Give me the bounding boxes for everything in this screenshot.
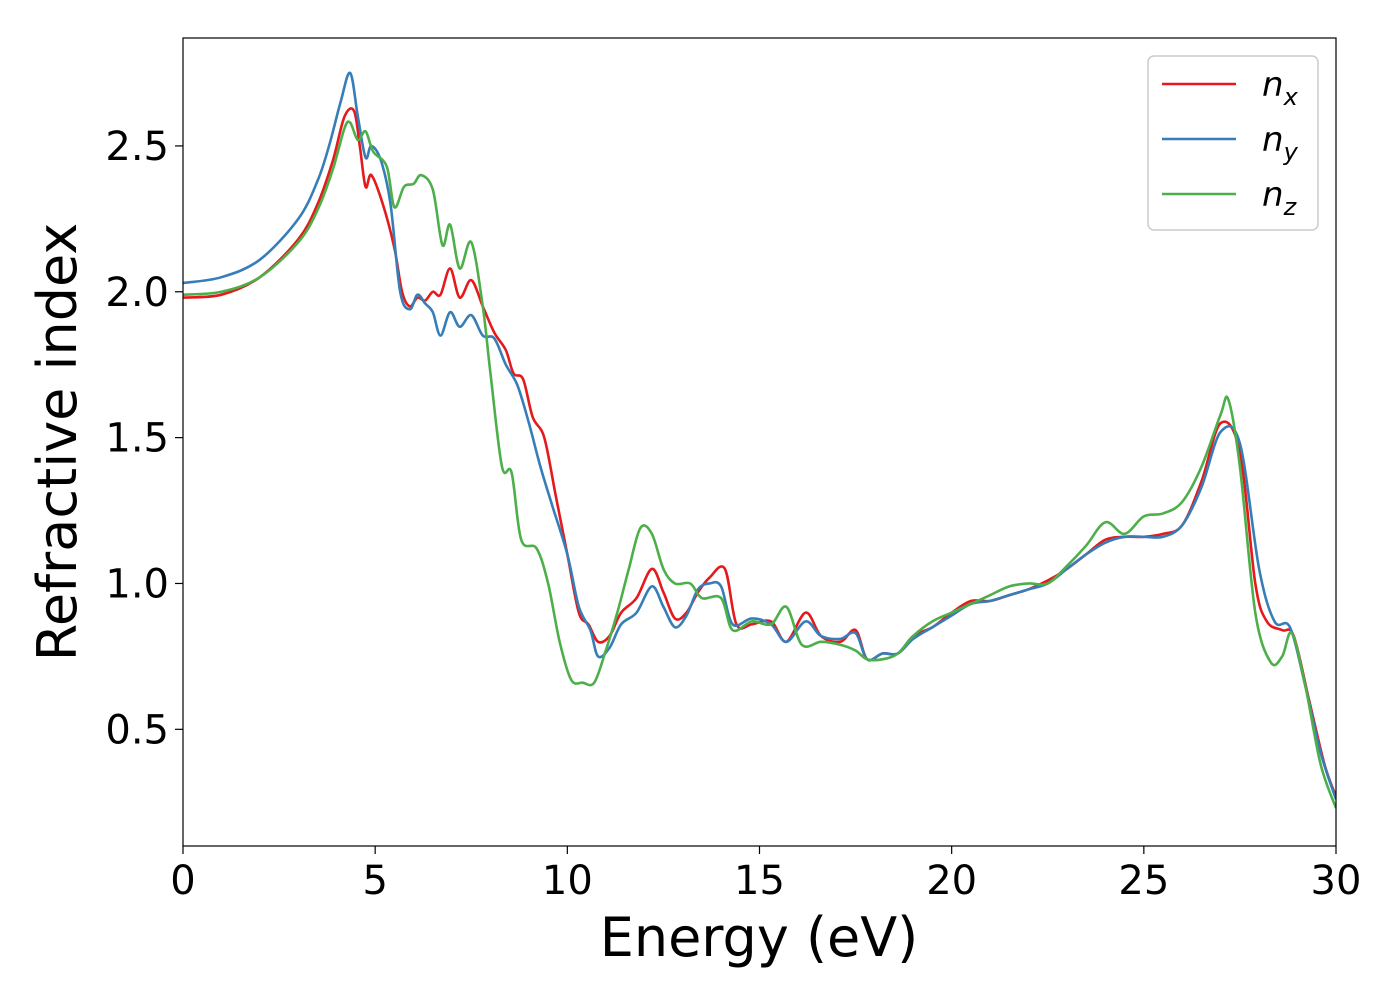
plot-area xyxy=(182,37,1337,847)
y-axis-label: Refractive index xyxy=(26,223,89,662)
legend-label-ny: ny xyxy=(1262,120,1299,166)
y-axis: 0.5 1.0 1.5 2.0 2.5 xyxy=(105,124,183,753)
legend-label-base: n xyxy=(1262,175,1284,215)
legend-label-nz: nz xyxy=(1262,175,1298,221)
y-tick-label: 2.5 xyxy=(105,124,169,170)
x-tick-label: 30 xyxy=(1311,858,1362,904)
x-tick-label: 10 xyxy=(542,858,593,904)
legend-label-base: n xyxy=(1262,120,1284,160)
x-tick-label: 15 xyxy=(734,858,785,904)
x-tick-label: 20 xyxy=(926,858,977,904)
y-tick-label: 2.0 xyxy=(105,270,169,316)
series-line-nz xyxy=(183,120,1336,809)
x-tick-label: 0 xyxy=(170,858,195,904)
legend-label-subscript: x xyxy=(1283,83,1299,111)
y-tick-label: 1.0 xyxy=(105,561,169,607)
x-axis-label: Energy (eV) xyxy=(600,906,919,969)
legend-label-nx: nx xyxy=(1262,65,1299,111)
legend-label-subscript: z xyxy=(1283,193,1298,221)
series-line-ny xyxy=(183,71,1336,800)
x-axis: 0 5 10 15 20 25 30 xyxy=(170,846,1361,904)
legend-label-subscript: y xyxy=(1283,138,1299,166)
x-tick-label: 25 xyxy=(1118,858,1169,904)
y-tick-label: 1.5 xyxy=(105,416,169,462)
y-tick-label: 0.5 xyxy=(105,707,169,753)
series-layer xyxy=(183,71,1336,809)
legend-label-base: n xyxy=(1262,65,1284,105)
x-tick-label: 5 xyxy=(362,858,387,904)
legend-box xyxy=(1147,55,1319,231)
